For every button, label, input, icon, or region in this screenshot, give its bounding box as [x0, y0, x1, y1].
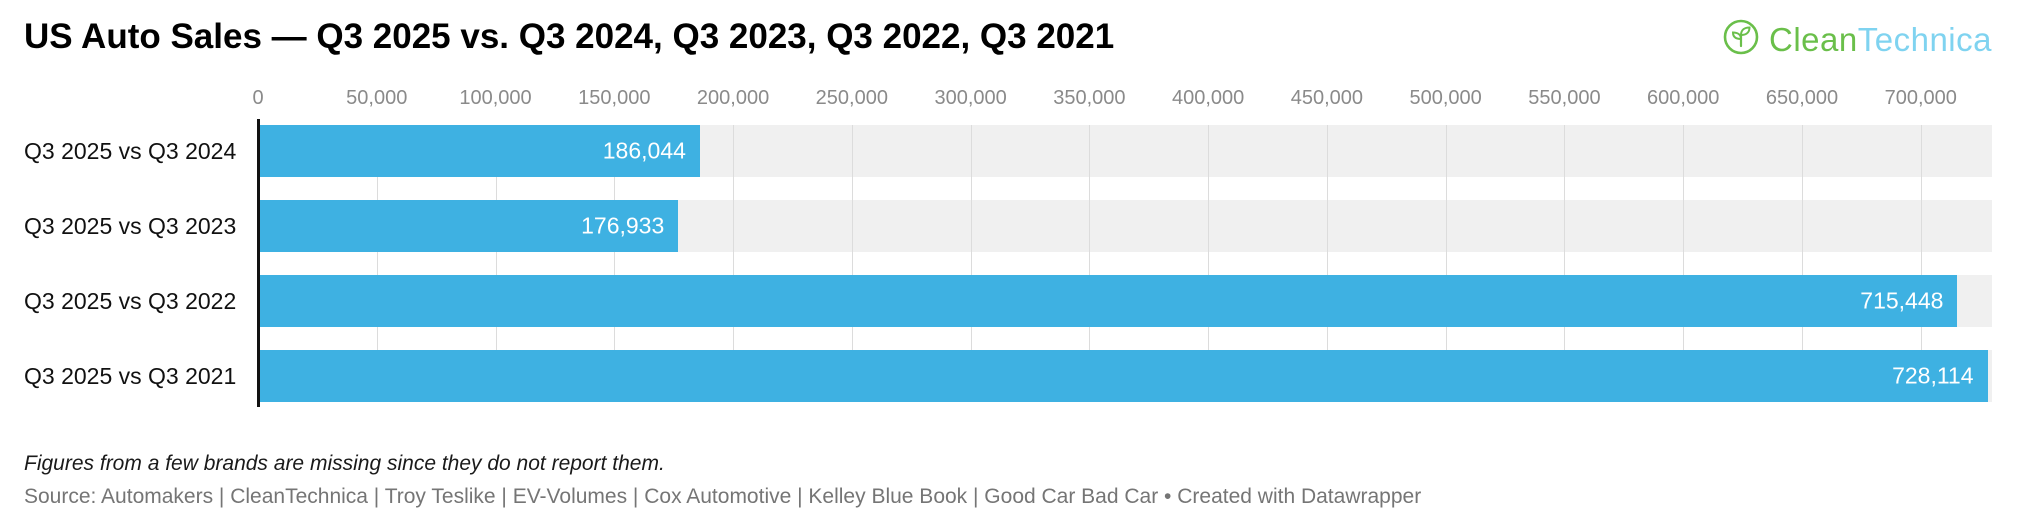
logo-wordmark: CleanTechnica: [1769, 21, 1992, 59]
gridline: [733, 125, 735, 402]
bar: 715,448: [258, 275, 1958, 327]
category-label: Q3 2025 vs Q3 2023: [24, 212, 237, 239]
value-label: 715,448: [1860, 287, 1944, 314]
gridline: [851, 125, 853, 402]
row-band: 176,933: [258, 200, 1992, 252]
x-tick-label: 550,000: [1528, 87, 1601, 109]
axis-label-spacer: [24, 87, 258, 119]
gridline: [1089, 125, 1091, 402]
logo-technica-text: Technica: [1857, 20, 1992, 58]
gridline: [1683, 125, 1685, 402]
x-tick-label: 450,000: [1290, 87, 1364, 109]
gridline: [1445, 125, 1447, 402]
x-tick-label: 600,000: [1647, 87, 1720, 109]
x-tick-label: 300,000: [934, 87, 1007, 109]
x-tick-label: 250,000: [815, 87, 888, 109]
x-tick-label: 0: [252, 87, 264, 109]
gridline: [495, 125, 497, 402]
gridlines-layer: [258, 125, 1992, 402]
gridline: [614, 125, 616, 402]
source-line: Source: Automakers | CleanTechnica | Tro…: [24, 485, 1422, 508]
gridline: [1920, 125, 1922, 402]
gridline: [1801, 125, 1803, 402]
bars-layer: 186,044 176,933 715,448 728,114: [258, 125, 1992, 402]
x-tick-label: 100,000: [459, 87, 532, 109]
footnote: Figures from a few brands are missing si…: [24, 452, 665, 475]
bar: 186,044: [258, 125, 700, 177]
x-tick-label: 150,000: [578, 87, 651, 109]
gridline: [376, 125, 378, 402]
gridline: [1326, 125, 1328, 402]
x-tick-label: 400,000: [1171, 87, 1245, 109]
value-label: 176,933: [581, 212, 665, 239]
gridline: [970, 125, 972, 402]
cleantechnica-eco-circle-icon: [1722, 18, 1760, 61]
x-tick-label: 50,000: [346, 87, 408, 109]
x-axis-tick-labels: 0 50,000 100,000 150,000 200,000 250,000 300,0…: [252, 87, 1992, 119]
plot-area: 186,044 176,933 715,448 728,114: [257, 119, 1992, 407]
x-tick-label: 350,000: [1053, 87, 1126, 109]
x-axis: 0 50,000 100,000 150,000 200,000 250,000 300,0…: [24, 87, 1992, 119]
category-labels-column: Q3 2025 vs Q3 2024 Q3 2025 vs Q3 2023 Q3 2…: [24, 125, 258, 402]
bar-chart: Q3 2025 vs Q3 2024 Q3 2025 vs Q3 2023 Q3 2…: [24, 119, 1992, 407]
value-label: 728,114: [1892, 362, 1974, 389]
category-label: Q3 2025 vs Q3 2022: [24, 287, 237, 314]
category-label: Q3 2025 vs Q3 2024: [24, 137, 237, 164]
chart-header: US Auto Sales — Q3 2025 vs. Q3 2024, Q3 …: [24, 16, 1992, 61]
gridline: [1208, 125, 1210, 402]
row-band: 715,448: [258, 275, 1992, 327]
value-label: 186,044: [602, 137, 686, 164]
row-band: 728,114: [258, 350, 1992, 402]
category-label: Q3 2025 vs Q3 2021: [24, 362, 237, 389]
logo-clean-text: Clean: [1769, 20, 1858, 58]
cleantechnica-logo: CleanTechnica: [1722, 18, 1992, 61]
bar: 728,114: [258, 350, 1988, 402]
gridline: [1564, 125, 1566, 402]
x-tick-label: 200,000: [696, 87, 770, 109]
x-tick-label: 700,000: [1884, 87, 1957, 109]
x-tick-label: 500,000: [1409, 87, 1482, 109]
bar: 176,933: [258, 200, 679, 252]
chart-title: US Auto Sales — Q3 2025 vs. Q3 2024, Q3 …: [24, 17, 1115, 56]
y-axis-baseline: [257, 119, 260, 407]
x-tick-label: 650,000: [1765, 87, 1839, 109]
row-band: 186,044: [258, 125, 1992, 177]
